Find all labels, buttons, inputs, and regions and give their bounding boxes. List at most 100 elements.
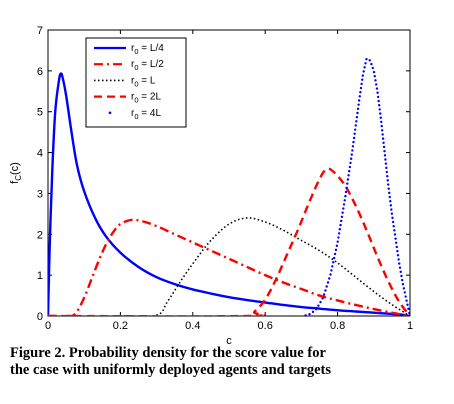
data-point bbox=[375, 87, 379, 90]
data-point bbox=[407, 307, 410, 311]
data-point bbox=[389, 200, 392, 203]
data-point bbox=[375, 83, 378, 86]
data-point bbox=[304, 314, 307, 316]
data-point bbox=[360, 82, 363, 86]
data-point bbox=[372, 70, 376, 74]
series-r0-l-quarter bbox=[48, 72, 410, 316]
data-point bbox=[348, 170, 351, 173]
y-axis-label: fC(c) bbox=[9, 162, 23, 184]
data-point bbox=[361, 78, 364, 81]
data-point bbox=[330, 269, 333, 272]
plot-frame bbox=[47, 29, 411, 317]
data-point bbox=[398, 262, 401, 265]
data-point bbox=[359, 86, 363, 90]
x-tick-label: 0.4 bbox=[185, 320, 200, 332]
data-point bbox=[350, 153, 353, 156]
data-point bbox=[347, 174, 350, 177]
data-point bbox=[381, 133, 384, 136]
data-point bbox=[408, 311, 410, 315]
data-point bbox=[336, 240, 339, 243]
y-tick-label: 0 bbox=[37, 311, 43, 323]
data-point bbox=[390, 208, 393, 211]
data-point bbox=[365, 57, 368, 61]
data-point bbox=[361, 74, 365, 77]
data-point bbox=[384, 158, 387, 161]
data-point bbox=[390, 212, 394, 215]
data-point bbox=[374, 79, 377, 82]
y-tick-label: 7 bbox=[37, 25, 43, 37]
data-point bbox=[387, 183, 390, 186]
data-point bbox=[400, 274, 403, 278]
data-point bbox=[382, 141, 385, 144]
x-tick-label: 0 bbox=[45, 320, 51, 332]
data-point bbox=[398, 266, 402, 269]
data-point bbox=[335, 244, 339, 247]
data-point bbox=[357, 103, 360, 106]
data-point bbox=[368, 59, 371, 62]
data-point bbox=[359, 90, 362, 94]
data-point bbox=[402, 287, 406, 290]
data-point bbox=[345, 186, 348, 190]
data-point bbox=[380, 124, 383, 128]
data-point bbox=[405, 299, 408, 302]
data-point bbox=[385, 170, 389, 174]
data-point bbox=[321, 297, 324, 300]
data-point bbox=[399, 270, 402, 274]
data-point bbox=[393, 233, 397, 236]
data-point bbox=[371, 66, 375, 70]
data-point bbox=[394, 237, 397, 240]
data-point bbox=[349, 157, 353, 160]
x-tick-label: 0.2 bbox=[113, 320, 128, 332]
y-tick-label: 4 bbox=[37, 148, 43, 160]
data-point bbox=[340, 219, 343, 223]
data-point bbox=[352, 136, 356, 140]
data-point bbox=[358, 95, 361, 98]
data-point bbox=[337, 236, 340, 239]
data-point bbox=[370, 62, 373, 66]
data-point bbox=[364, 62, 367, 65]
data-point bbox=[326, 281, 330, 284]
data-point bbox=[380, 120, 383, 124]
data-point bbox=[382, 145, 386, 149]
data-point bbox=[396, 254, 400, 257]
series-group bbox=[48, 57, 410, 316]
data-point bbox=[386, 179, 389, 182]
data-point bbox=[396, 249, 399, 253]
caption-line-1: Figure 2. Probability density for the sc… bbox=[10, 345, 326, 361]
data-point bbox=[344, 194, 347, 198]
y-tick-label: 1 bbox=[37, 270, 43, 282]
data-point bbox=[355, 115, 359, 119]
data-point bbox=[354, 128, 357, 131]
data-point bbox=[341, 211, 344, 214]
data-point bbox=[311, 310, 315, 314]
data-point bbox=[346, 178, 350, 181]
data-point bbox=[380, 129, 384, 132]
data-point bbox=[333, 252, 337, 256]
data-point bbox=[391, 220, 395, 224]
data-point bbox=[332, 260, 335, 264]
data-point bbox=[391, 216, 394, 220]
data-point bbox=[315, 308, 318, 311]
data-point bbox=[384, 162, 388, 165]
series-r0-2l bbox=[48, 167, 410, 316]
data-point bbox=[387, 187, 390, 190]
data-point bbox=[348, 165, 352, 169]
data-point bbox=[403, 291, 406, 294]
data-point bbox=[388, 195, 391, 199]
series-r0-l bbox=[120, 217, 410, 316]
data-point bbox=[351, 145, 355, 148]
legend-label: r0 = L/2 bbox=[131, 59, 164, 72]
data-point bbox=[393, 229, 396, 232]
series-r0-l-half bbox=[48, 218, 410, 316]
data-point bbox=[340, 215, 344, 219]
data-point bbox=[349, 161, 352, 165]
data-point bbox=[406, 303, 409, 306]
data-point bbox=[339, 223, 342, 227]
legend-label: r0 = L/4 bbox=[131, 43, 164, 56]
x-axis-label: c bbox=[226, 335, 232, 345]
data-point bbox=[324, 289, 327, 292]
data-point bbox=[397, 258, 400, 261]
data-point bbox=[332, 256, 336, 260]
data-point bbox=[346, 182, 349, 185]
data-point bbox=[319, 300, 322, 304]
